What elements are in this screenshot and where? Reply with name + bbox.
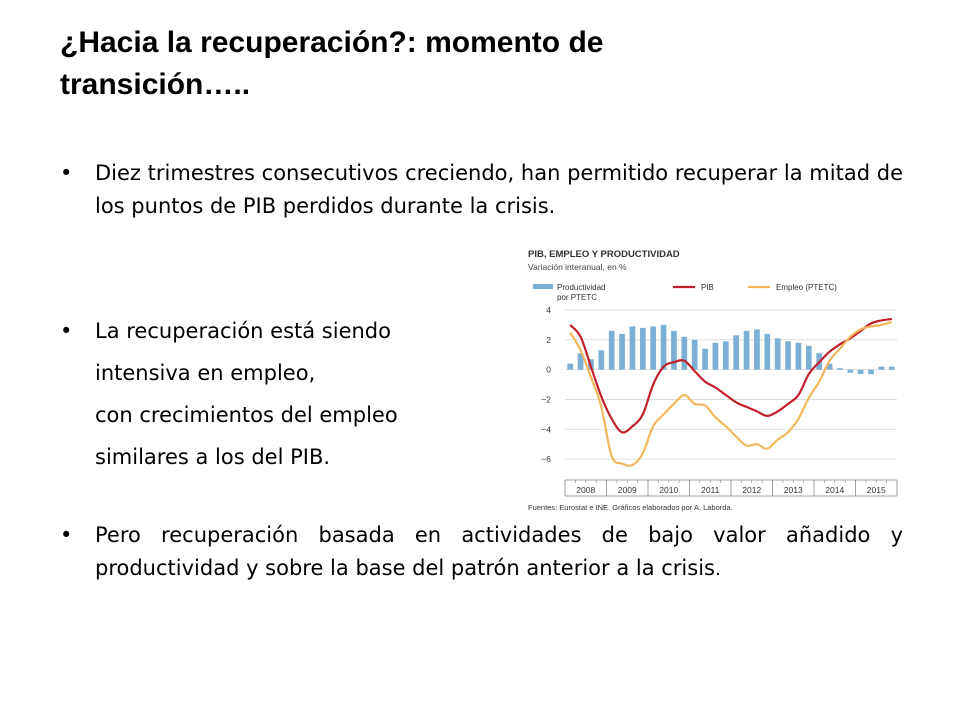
bar-productividad [837, 368, 843, 370]
bar-productividad [754, 329, 760, 370]
bar-productividad [878, 366, 885, 370]
y-tick-label: 0 [546, 365, 551, 375]
slide-title: ¿Hacia la recuperación?: momento de tran… [60, 22, 900, 106]
bar-productividad [629, 326, 636, 370]
chart-grid [565, 309, 897, 460]
chart-title: PIB, EMPLEO Y PRODUCTIVIDAD [528, 249, 680, 260]
legend-label-empleo: Empleo (PTETC) [776, 283, 837, 292]
y-tick-label: −6 [541, 454, 551, 464]
chart-source: Fuentes: Eurostat e INE. Gráficos elabor… [528, 503, 733, 512]
bar-productividad [639, 327, 646, 370]
bar-productividad [567, 363, 574, 370]
line-pib [569, 317, 892, 434]
chart-y-axis: 4 2 0 −2 −4 −6 [541, 305, 551, 464]
chart-x-axis: 2008 2009 2010 2011 2012 2013 2014 2015 [564, 479, 898, 497]
title-line-2: transición….. [60, 68, 251, 101]
bar-productividad [785, 341, 791, 370]
bullet-empleo: • La recuperación está siendo intensiva … [60, 310, 515, 478]
legend-swatch-productividad [533, 284, 553, 289]
x-tick-label: 2011 [701, 485, 720, 495]
chart-legend: Productividad por PTETC PIB Empleo (PTET… [533, 283, 837, 302]
bullet-dot: • [60, 161, 73, 185]
legend-label-productividad-2: por PTETC [557, 293, 597, 302]
chart-lines [569, 317, 893, 467]
legend-label-pib: PIB [701, 283, 714, 292]
x-tick-label: 2009 [618, 485, 637, 495]
bar-productividad [691, 339, 698, 370]
bar-productividad [764, 333, 771, 370]
bar-productividad [774, 338, 781, 370]
chart-subtitle: Variación interanual, en % [528, 262, 627, 272]
bar-productividad [681, 336, 688, 370]
bullet-line: con crecimientos del empleo [95, 403, 398, 427]
title-line-1: ¿Hacia la recuperación?: momento de [60, 26, 604, 59]
bullet-bajo-valor: • Pero recuperación basada en actividade… [60, 519, 903, 586]
line-empleo [569, 320, 893, 467]
x-tick-label: 2014 [825, 485, 844, 495]
bar-productividad [712, 342, 719, 370]
x-tick-label: 2015 [867, 485, 886, 495]
bar-productividad [671, 330, 677, 370]
y-tick-label: 4 [546, 305, 551, 315]
y-tick-label: 2 [546, 335, 551, 345]
bullet-text: Pero recuperación basada en actividades … [95, 523, 903, 580]
x-tick-label: 2008 [576, 485, 595, 495]
pib-empleo-productividad-chart: PIB, EMPLEO Y PRODUCTIVIDAD Variación in… [528, 249, 898, 512]
y-tick-label: −2 [541, 394, 551, 404]
bar-productividad [598, 350, 605, 370]
bar-productividad [805, 345, 812, 370]
bar-productividad [608, 330, 615, 370]
bar-productividad [660, 324, 667, 370]
x-tick-label: 2013 [784, 485, 803, 495]
bar-productividad [847, 369, 854, 373]
bar-productividad [743, 330, 750, 370]
bar-productividad [577, 353, 584, 370]
bar-productividad [857, 369, 864, 375]
bar-productividad [733, 335, 740, 370]
bullet-text: Diez trimestres consecutivos creciendo, … [95, 161, 903, 218]
x-tick-label: 2010 [659, 485, 678, 495]
bullet-dot: • [60, 319, 73, 343]
bar-productividad [826, 363, 833, 370]
bar-productividad [702, 348, 708, 370]
chart-bars [567, 324, 895, 375]
bullet-line: similares a los del PIB. [95, 445, 331, 469]
bar-productividad [619, 333, 625, 370]
bar-productividad [888, 366, 895, 370]
bullet-line: La recuperación está siendo [95, 319, 391, 343]
bullet-recuperacion-pib: • Diez trimestres consecutivos creciendo… [60, 157, 903, 223]
bullet-line: intensiva en empleo, [95, 361, 316, 385]
bar-productividad [868, 369, 874, 375]
bullet-text-end: . [714, 559, 721, 580]
x-tick-label: 2012 [742, 485, 761, 495]
bar-productividad [650, 326, 657, 370]
bar-productividad [722, 341, 729, 370]
y-tick-label: −4 [541, 424, 551, 434]
bullet-dot: • [60, 523, 73, 547]
bar-productividad [795, 342, 802, 370]
legend-label-productividad: Productividad [557, 283, 605, 292]
